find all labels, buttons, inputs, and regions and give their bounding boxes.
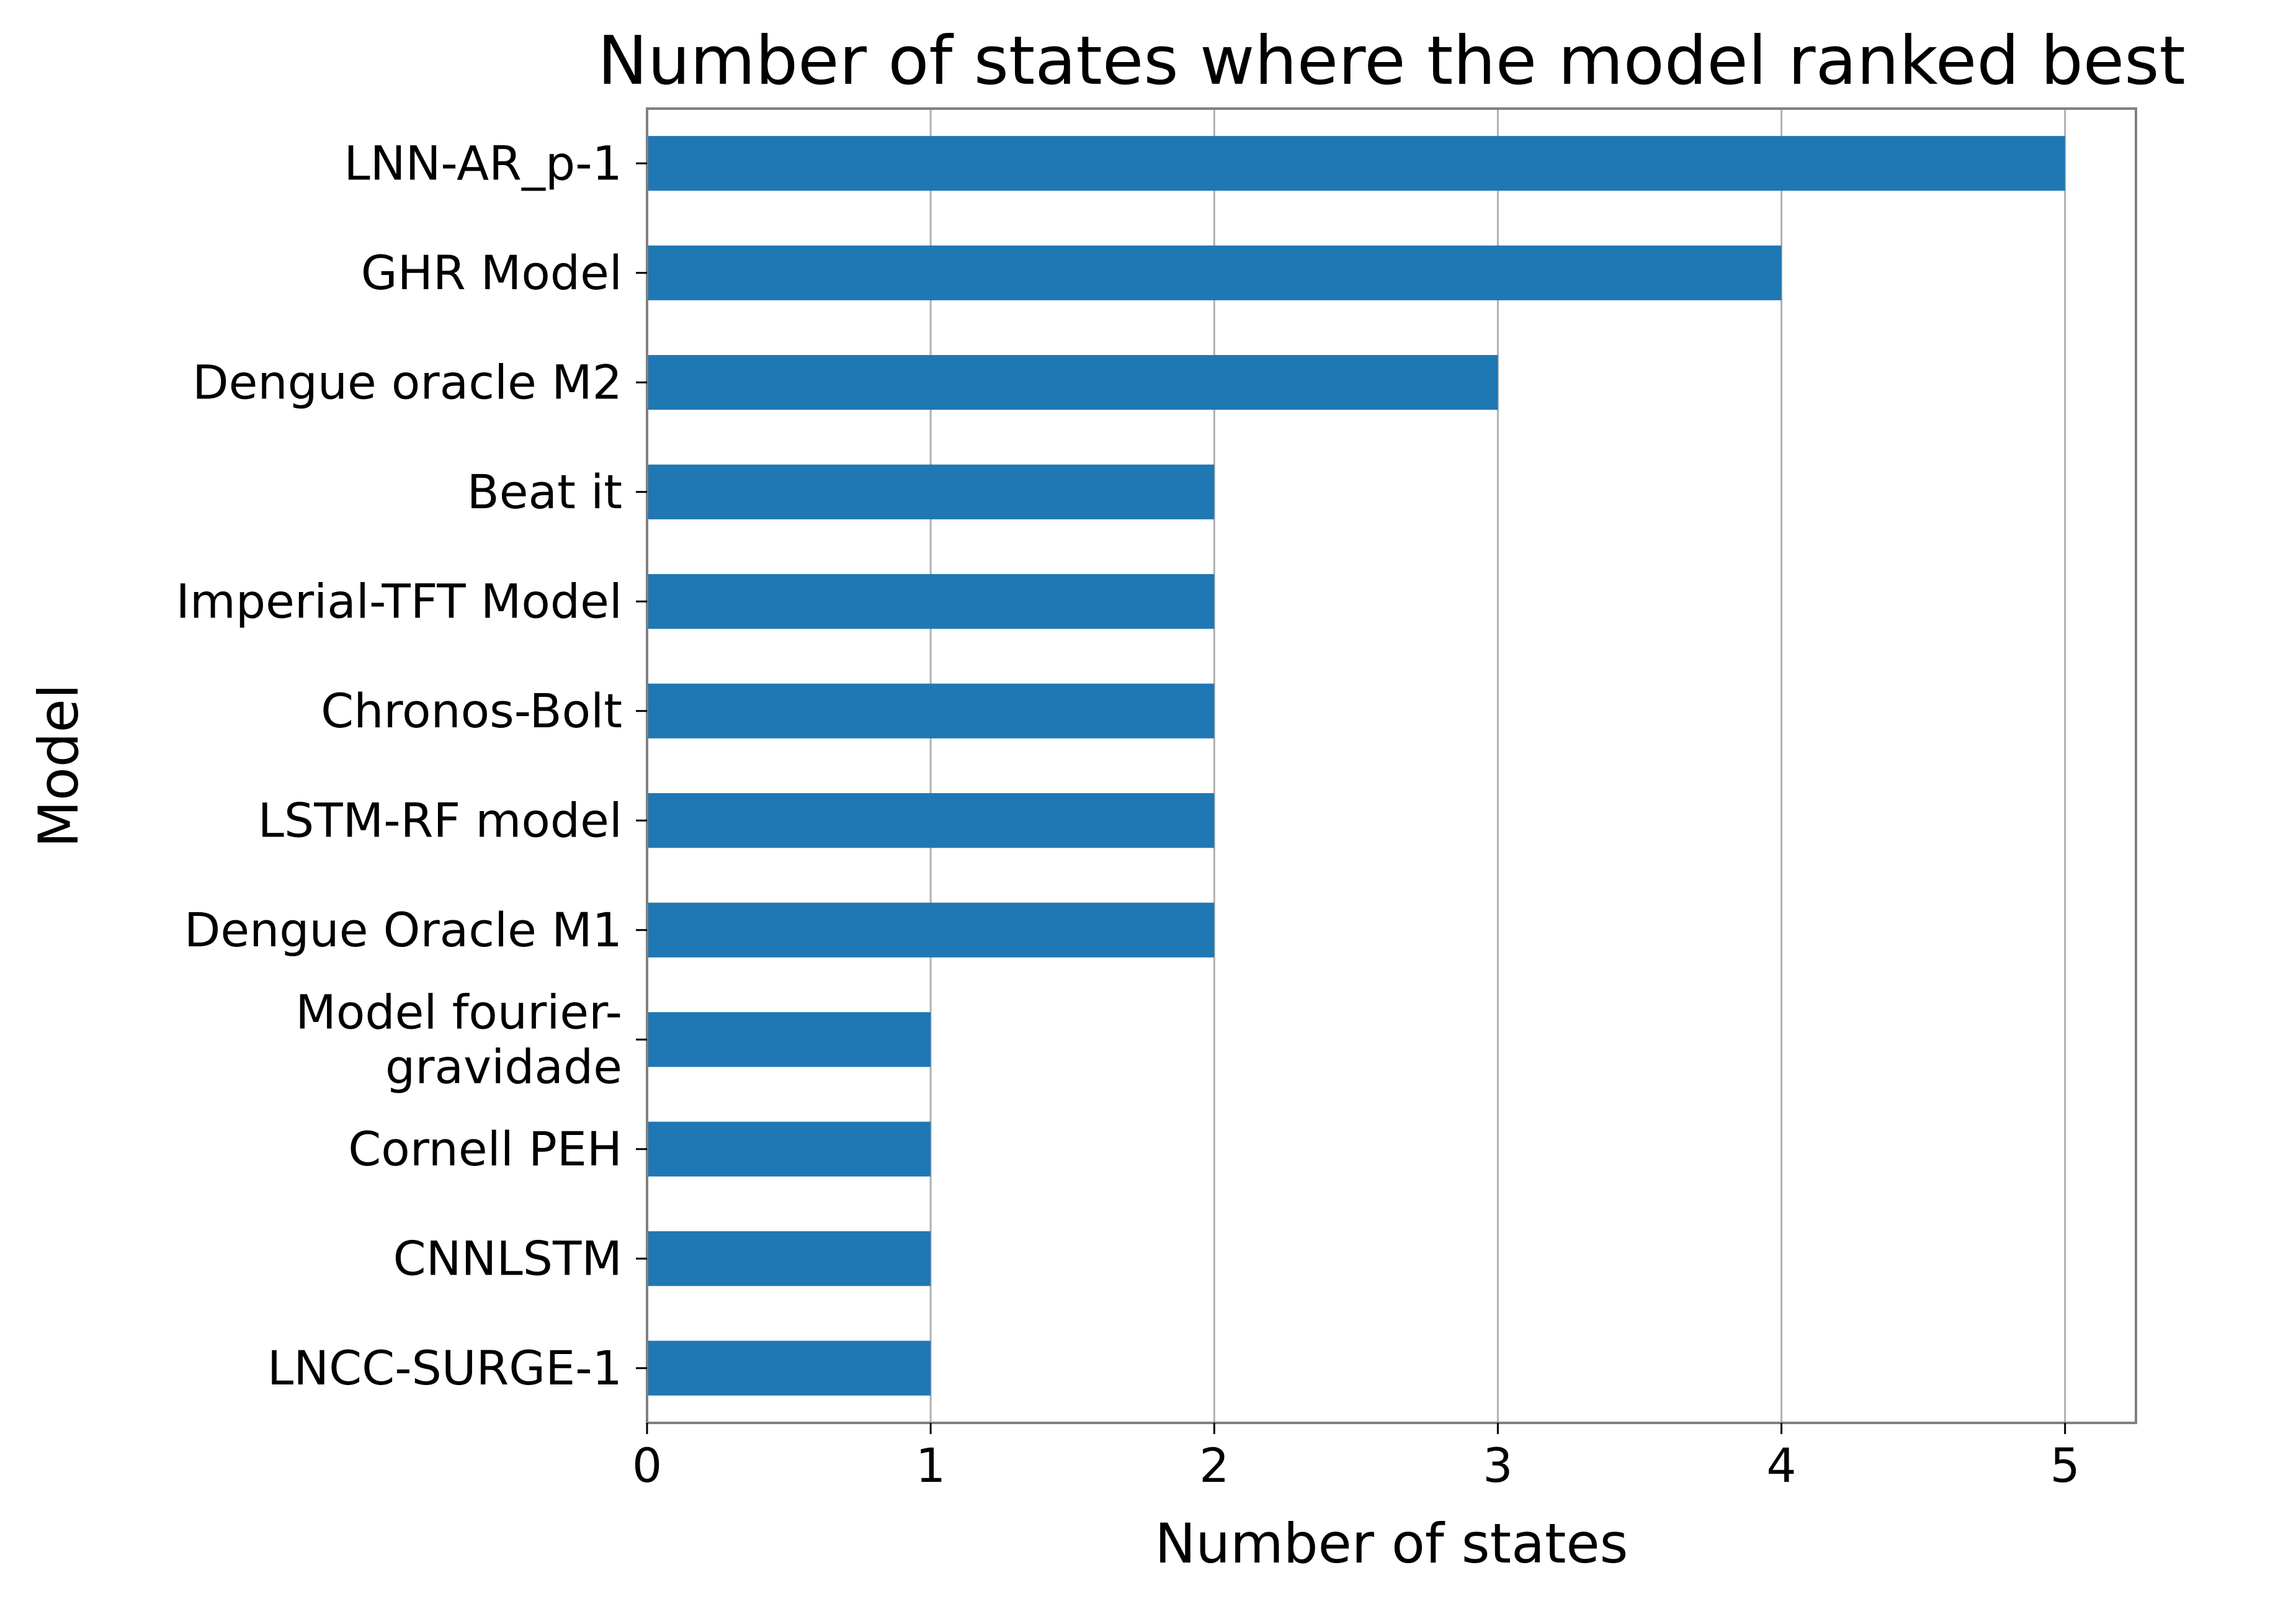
y-tick-label-5: Chronos-Bolt bbox=[321, 683, 622, 738]
bar-4 bbox=[647, 574, 1215, 629]
bar-5 bbox=[647, 683, 1215, 738]
y-tick-label-10: CNNLSTM bbox=[393, 1231, 622, 1286]
bar-7 bbox=[647, 902, 1215, 957]
bar-6 bbox=[647, 793, 1215, 848]
plot-frame bbox=[646, 107, 2137, 1424]
y-tick-label-6: LSTM-RF model bbox=[258, 792, 622, 848]
bar-1 bbox=[647, 245, 1782, 300]
x-tick-label-3: 3 bbox=[1483, 1438, 1512, 1493]
x-tick-label-5: 5 bbox=[2050, 1438, 2080, 1493]
y-tick-label-0: LNN-AR_p-1 bbox=[344, 135, 622, 191]
bar-9 bbox=[647, 1121, 931, 1177]
grid-lines bbox=[646, 109, 2066, 1423]
x-axis-ticks: 0 1 2 3 4 5 bbox=[632, 1423, 2080, 1493]
bar-0 bbox=[647, 136, 2065, 191]
x-tick-label-0: 0 bbox=[632, 1438, 662, 1493]
y-tick-label-3: Beat it bbox=[467, 464, 622, 519]
y-axis-ticks: LNN-AR_p-1 GHR Model Dengue oracle M2 Beat … bbox=[176, 135, 647, 1396]
y-tick-label-7: Dengue Oracle M1 bbox=[184, 902, 622, 957]
chart-title: Number of states where the model ranked … bbox=[597, 22, 2186, 100]
y-tick-label-9: Cornell PEH bbox=[348, 1121, 622, 1177]
x-axis-label: Number of states bbox=[1155, 1512, 1628, 1576]
bar-11 bbox=[647, 1340, 931, 1396]
y-tick-label-2: Dengue oracle M2 bbox=[192, 354, 622, 410]
x-tick-label-2: 2 bbox=[1199, 1438, 1229, 1493]
y-tick-label-1: GHR Model bbox=[361, 245, 622, 300]
x-tick-label-4: 4 bbox=[1766, 1438, 1796, 1493]
y-tick-label-11: LNCC-SURGE-1 bbox=[267, 1340, 622, 1396]
bar-3 bbox=[647, 464, 1215, 519]
x-tick-label-1: 1 bbox=[916, 1438, 945, 1493]
y-tick-label-8: Model fourier-gravidade bbox=[295, 984, 622, 1094]
bar-2 bbox=[647, 355, 1498, 410]
y-axis-label: Model bbox=[27, 684, 91, 848]
bar-10 bbox=[647, 1231, 931, 1286]
bar-8 bbox=[647, 1012, 931, 1067]
y-tick-label-4: Imperial-TFT Model bbox=[176, 573, 622, 629]
bars bbox=[647, 136, 2065, 1396]
